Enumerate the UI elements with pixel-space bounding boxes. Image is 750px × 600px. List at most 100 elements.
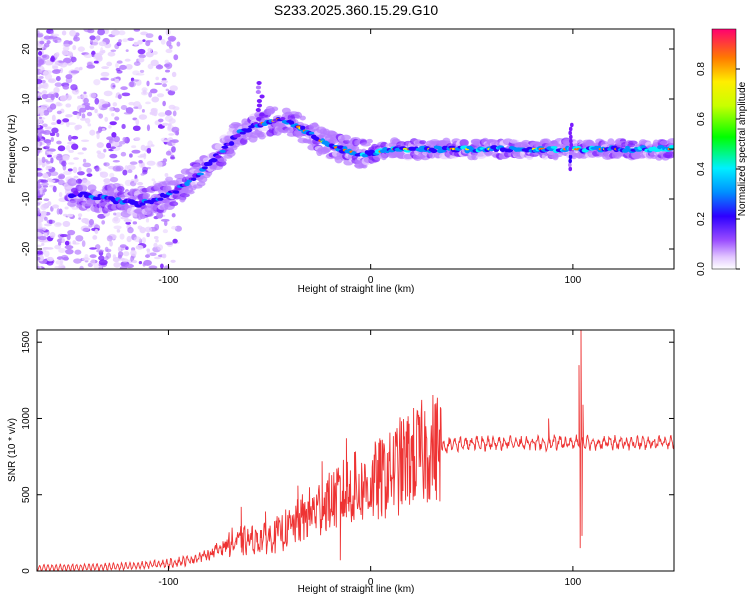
heatmap-cell — [53, 87, 60, 94]
heatmap-cell — [77, 171, 85, 176]
heatmap-cell — [37, 93, 40, 97]
heatmap-cell — [127, 169, 133, 174]
heatmap-cell — [37, 167, 42, 171]
heatmap-cell — [119, 244, 127, 248]
y-tick: 1000 — [21, 407, 674, 430]
heatmap-cell — [57, 145, 66, 152]
heatmap-cell — [104, 255, 109, 261]
heatmap-cell — [39, 111, 45, 116]
heatmap-cell — [56, 119, 62, 125]
x-tick-label: -100 — [158, 275, 178, 286]
heatmap-cell — [74, 249, 82, 255]
spectrogram-heatmap — [37, 29, 674, 269]
heatmap-cell — [42, 71, 49, 76]
heatmap-cell — [86, 173, 93, 177]
heatmap-cell — [146, 211, 154, 217]
heatmap-cell — [98, 102, 102, 109]
heatmap-cell — [160, 218, 170, 222]
heatmap-cell — [201, 166, 209, 170]
heatmap-cell — [117, 251, 124, 257]
heatmap-cell — [299, 115, 306, 121]
colorbar-label: Normalized spectral amplitude — [737, 81, 748, 216]
heatmap-cell — [65, 74, 73, 80]
heatmap-cell — [37, 244, 42, 248]
heatmap-cell — [91, 39, 99, 46]
heatmap-cell — [109, 153, 118, 159]
heatmap-cell — [165, 241, 174, 246]
heatmap-cell — [46, 151, 53, 155]
heatmap-cell — [51, 114, 56, 122]
heatmap-cell — [54, 53, 60, 58]
heatmap-cell — [85, 117, 91, 124]
heatmap-cell — [127, 226, 134, 234]
heatmap-cell — [56, 110, 62, 115]
heatmap-cell — [119, 64, 127, 71]
heatmap-cell — [165, 69, 170, 73]
heatmap-cell — [42, 123, 48, 128]
heatmap-cell — [161, 122, 169, 126]
heatmap-cell — [54, 244, 62, 250]
heatmap-cell — [153, 242, 158, 248]
x-tick: 0 — [368, 330, 374, 588]
heatmap-cell — [79, 107, 87, 113]
heatmap-cell — [246, 127, 253, 133]
heatmap-cell — [41, 54, 47, 58]
heatmap-cell — [38, 116, 43, 120]
y-tick: 10 — [21, 93, 674, 105]
heatmap-cell — [163, 63, 170, 68]
heatmap-cell — [37, 141, 40, 148]
heatmap-cell — [266, 109, 276, 114]
heatmap-cell — [90, 258, 96, 266]
heatmap-cell — [50, 122, 57, 126]
heatmap-cell — [101, 66, 110, 70]
heatmap-cell — [97, 29, 105, 36]
heatmap-cell — [48, 78, 57, 84]
spectrogram-y-ticks: -20 -10 0 10 20 — [21, 43, 674, 256]
heatmap-cell — [165, 48, 173, 54]
heatmap-cell — [142, 39, 146, 43]
heatmap-cell — [228, 141, 235, 146]
snr-y-ticks: 0 500 1000 1500 — [21, 331, 674, 574]
heatmap-cell — [43, 232, 48, 237]
heatmap-cell — [45, 203, 49, 207]
heatmap-cell — [133, 29, 141, 32]
heatmap-cell — [62, 43, 71, 48]
y-tick: -10 — [21, 191, 674, 206]
heatmap-cell — [112, 159, 120, 163]
heatmap-cell — [146, 248, 150, 252]
x-tick-label: 0 — [368, 275, 374, 286]
colorbar: 0.0 0.2 0.4 0.6 0.8 Normalized spectral ampl… — [696, 28, 748, 276]
heatmap-cell — [128, 81, 136, 88]
heatmap-cell — [77, 95, 82, 99]
heatmap-cell — [164, 59, 170, 65]
heatmap-cell — [58, 60, 65, 64]
heatmap-cell — [82, 162, 92, 168]
heatmap-cell — [40, 204, 47, 211]
heatmap-cell — [74, 124, 80, 131]
heatmap-cell — [139, 202, 146, 206]
heatmap-cell — [110, 82, 116, 90]
heatmap-cell — [70, 84, 78, 91]
heatmap-cell — [41, 242, 45, 246]
heatmap-cell — [67, 200, 77, 207]
heatmap-cell — [459, 139, 469, 147]
heatmap-cell — [81, 179, 91, 186]
heatmap-cell — [63, 170, 72, 176]
heatmap-cell — [151, 178, 155, 182]
heatmap-cell — [157, 197, 164, 201]
heatmap-cell — [80, 139, 90, 142]
heatmap-cell — [42, 83, 48, 88]
heatmap-cell — [61, 160, 67, 167]
heatmap-cell — [131, 149, 141, 154]
heatmap-cell — [73, 258, 82, 264]
heatmap-cell — [121, 258, 129, 263]
heatmap-cell — [138, 57, 145, 63]
y-tick-label: 0 — [21, 568, 32, 574]
y-tick-label: 20 — [21, 43, 32, 55]
y-tick-label: -20 — [21, 241, 32, 256]
heatmap-cell — [59, 234, 69, 238]
heatmap-cell — [37, 183, 42, 190]
heatmap-cell — [114, 116, 120, 121]
heatmap-cell — [154, 82, 163, 86]
